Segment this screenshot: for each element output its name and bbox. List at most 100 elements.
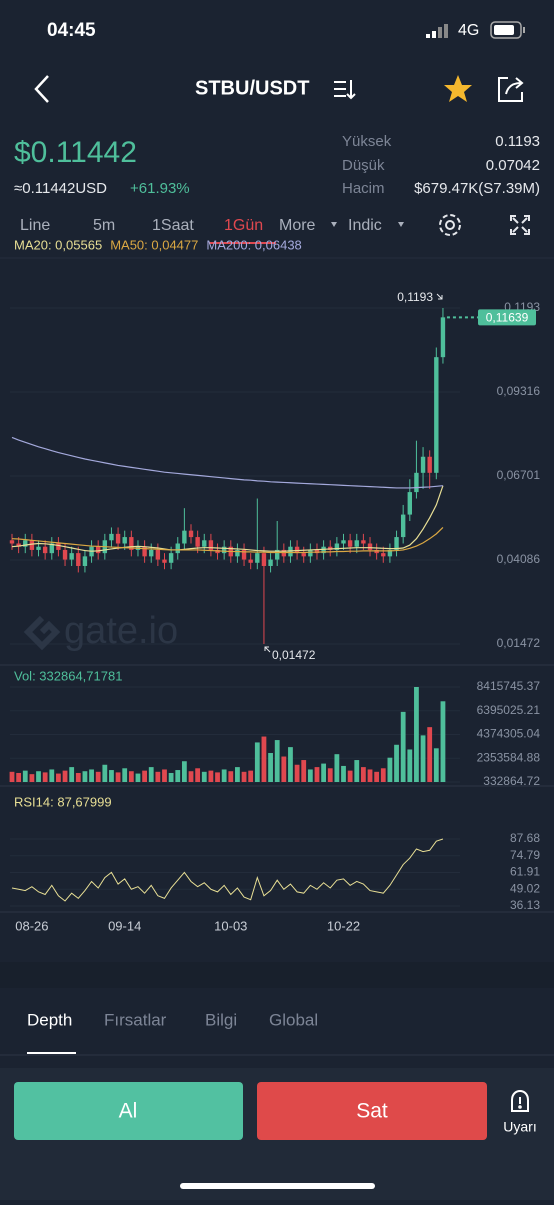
alert-button[interactable] [511, 1089, 529, 1112]
candle-body [288, 546, 293, 557]
candle-body [281, 549, 287, 557]
y-tick-label: 0,04086 [497, 552, 541, 566]
stat-value: $679.47K(S7.39M) [414, 180, 540, 197]
moving-average-line [11, 436, 444, 489]
timeframe-tab[interactable]: 1Gün [224, 217, 263, 234]
candle-body [49, 543, 54, 554]
candle-body [427, 456, 432, 473]
settings-button[interactable] [439, 214, 461, 236]
timeframe-tab[interactable]: Indic [348, 217, 382, 234]
volume-bar [407, 749, 413, 782]
candle-body [168, 553, 174, 563]
share-button[interactable] [498, 77, 524, 102]
candle-body [387, 549, 393, 557]
timeframe-tab[interactable]: 1Saat [152, 217, 194, 234]
candle-body [400, 514, 406, 538]
candle-body [109, 533, 114, 541]
dropdown-arrow [398, 222, 404, 227]
candle-body [241, 549, 247, 560]
volume-bar [254, 742, 260, 782]
volume-bar [69, 767, 75, 782]
section-tab[interactable]: Depth [27, 1010, 72, 1029]
volume-bar [9, 771, 15, 782]
rsi-line [11, 838, 444, 902]
x-tick-label: 10-22 [327, 918, 360, 933]
volume-bar [387, 757, 393, 782]
x-tick-label: 08-26 [15, 918, 48, 933]
volume-bar [307, 769, 313, 782]
section-tab[interactable]: Fırsatlar [104, 1010, 167, 1029]
stat-label: Hacim [342, 180, 385, 197]
volume-bar [175, 770, 181, 782]
timeframe-tab[interactable]: 5m [93, 217, 115, 234]
candle-body [69, 553, 74, 560]
candle-body [255, 553, 260, 563]
section-tab[interactable]: Global [269, 1010, 318, 1029]
volume-bar [155, 771, 161, 782]
volume-bar [301, 760, 307, 782]
timeframe-tab[interactable]: Line [20, 217, 50, 234]
volume-bar [334, 754, 340, 782]
y-tick-label: 49.02 [510, 881, 540, 895]
candle-body [56, 543, 61, 550]
candle-body [95, 546, 101, 554]
candle-body [334, 543, 340, 550]
volume-bar [380, 768, 386, 782]
volume-bar [235, 767, 240, 782]
timeframe-tab[interactable]: More [279, 217, 316, 234]
y-tick-label: 0,01472 [497, 636, 541, 650]
candle-body [314, 549, 320, 554]
y-tick-label: 4374305.04 [477, 727, 541, 741]
stat-label: Düşük [342, 157, 385, 174]
y-tick-label: 0,09316 [497, 384, 541, 398]
candle-body [248, 559, 253, 563]
candle-body [301, 553, 306, 557]
candle-body [354, 540, 359, 547]
volume-bar [148, 767, 154, 782]
section-gap [0, 962, 554, 988]
sell-button[interactable] [257, 1082, 487, 1140]
stat-label: Yüksek [342, 133, 392, 150]
volume-bar [181, 761, 187, 782]
section-tab[interactable]: Bilgi [205, 1010, 237, 1029]
volume-bar [215, 772, 220, 782]
volume-bar [162, 769, 167, 782]
rsi-legend: RSI14: 87,67999 [14, 794, 112, 809]
candle-body [62, 549, 68, 560]
candle-body [42, 546, 48, 554]
buy-label: Al [119, 1100, 138, 1123]
volume-bar [135, 773, 141, 782]
volume-bar [341, 765, 346, 782]
back-button[interactable] [34, 75, 49, 103]
volume-bar [228, 771, 234, 782]
pair-title[interactable]: STBU/USDT [195, 77, 309, 99]
candle-body [261, 553, 267, 566]
legend-entry: MA50: 0,04477 [110, 237, 198, 252]
volume-bar [248, 770, 254, 782]
buy-button[interactable] [14, 1082, 243, 1140]
volume-bar [414, 687, 419, 782]
volume-bar [142, 770, 147, 782]
candle-body [361, 540, 366, 544]
tab-underline [27, 1052, 76, 1054]
volume-bar [16, 772, 22, 782]
volume-bar [102, 764, 108, 782]
volume-bar [268, 753, 273, 782]
min-annotation: 0,01472 [272, 648, 316, 662]
candle-body [155, 549, 161, 560]
min-annotation-arrow [264, 646, 271, 653]
volume-bar [75, 772, 81, 782]
candle-body [36, 546, 41, 550]
volume-bar [400, 711, 406, 782]
status-time: 04:45 [47, 20, 96, 41]
switch-icon[interactable] [334, 80, 356, 100]
fullscreen-button[interactable] [510, 215, 530, 235]
candle-body [122, 537, 127, 544]
watermark-logo [23, 615, 61, 651]
candle-body [76, 553, 81, 566]
candle-body [440, 317, 446, 358]
candle-body [347, 540, 353, 547]
favorite-star[interactable] [444, 75, 472, 102]
moving-average-line [11, 527, 444, 554]
volume-bar [36, 771, 41, 782]
